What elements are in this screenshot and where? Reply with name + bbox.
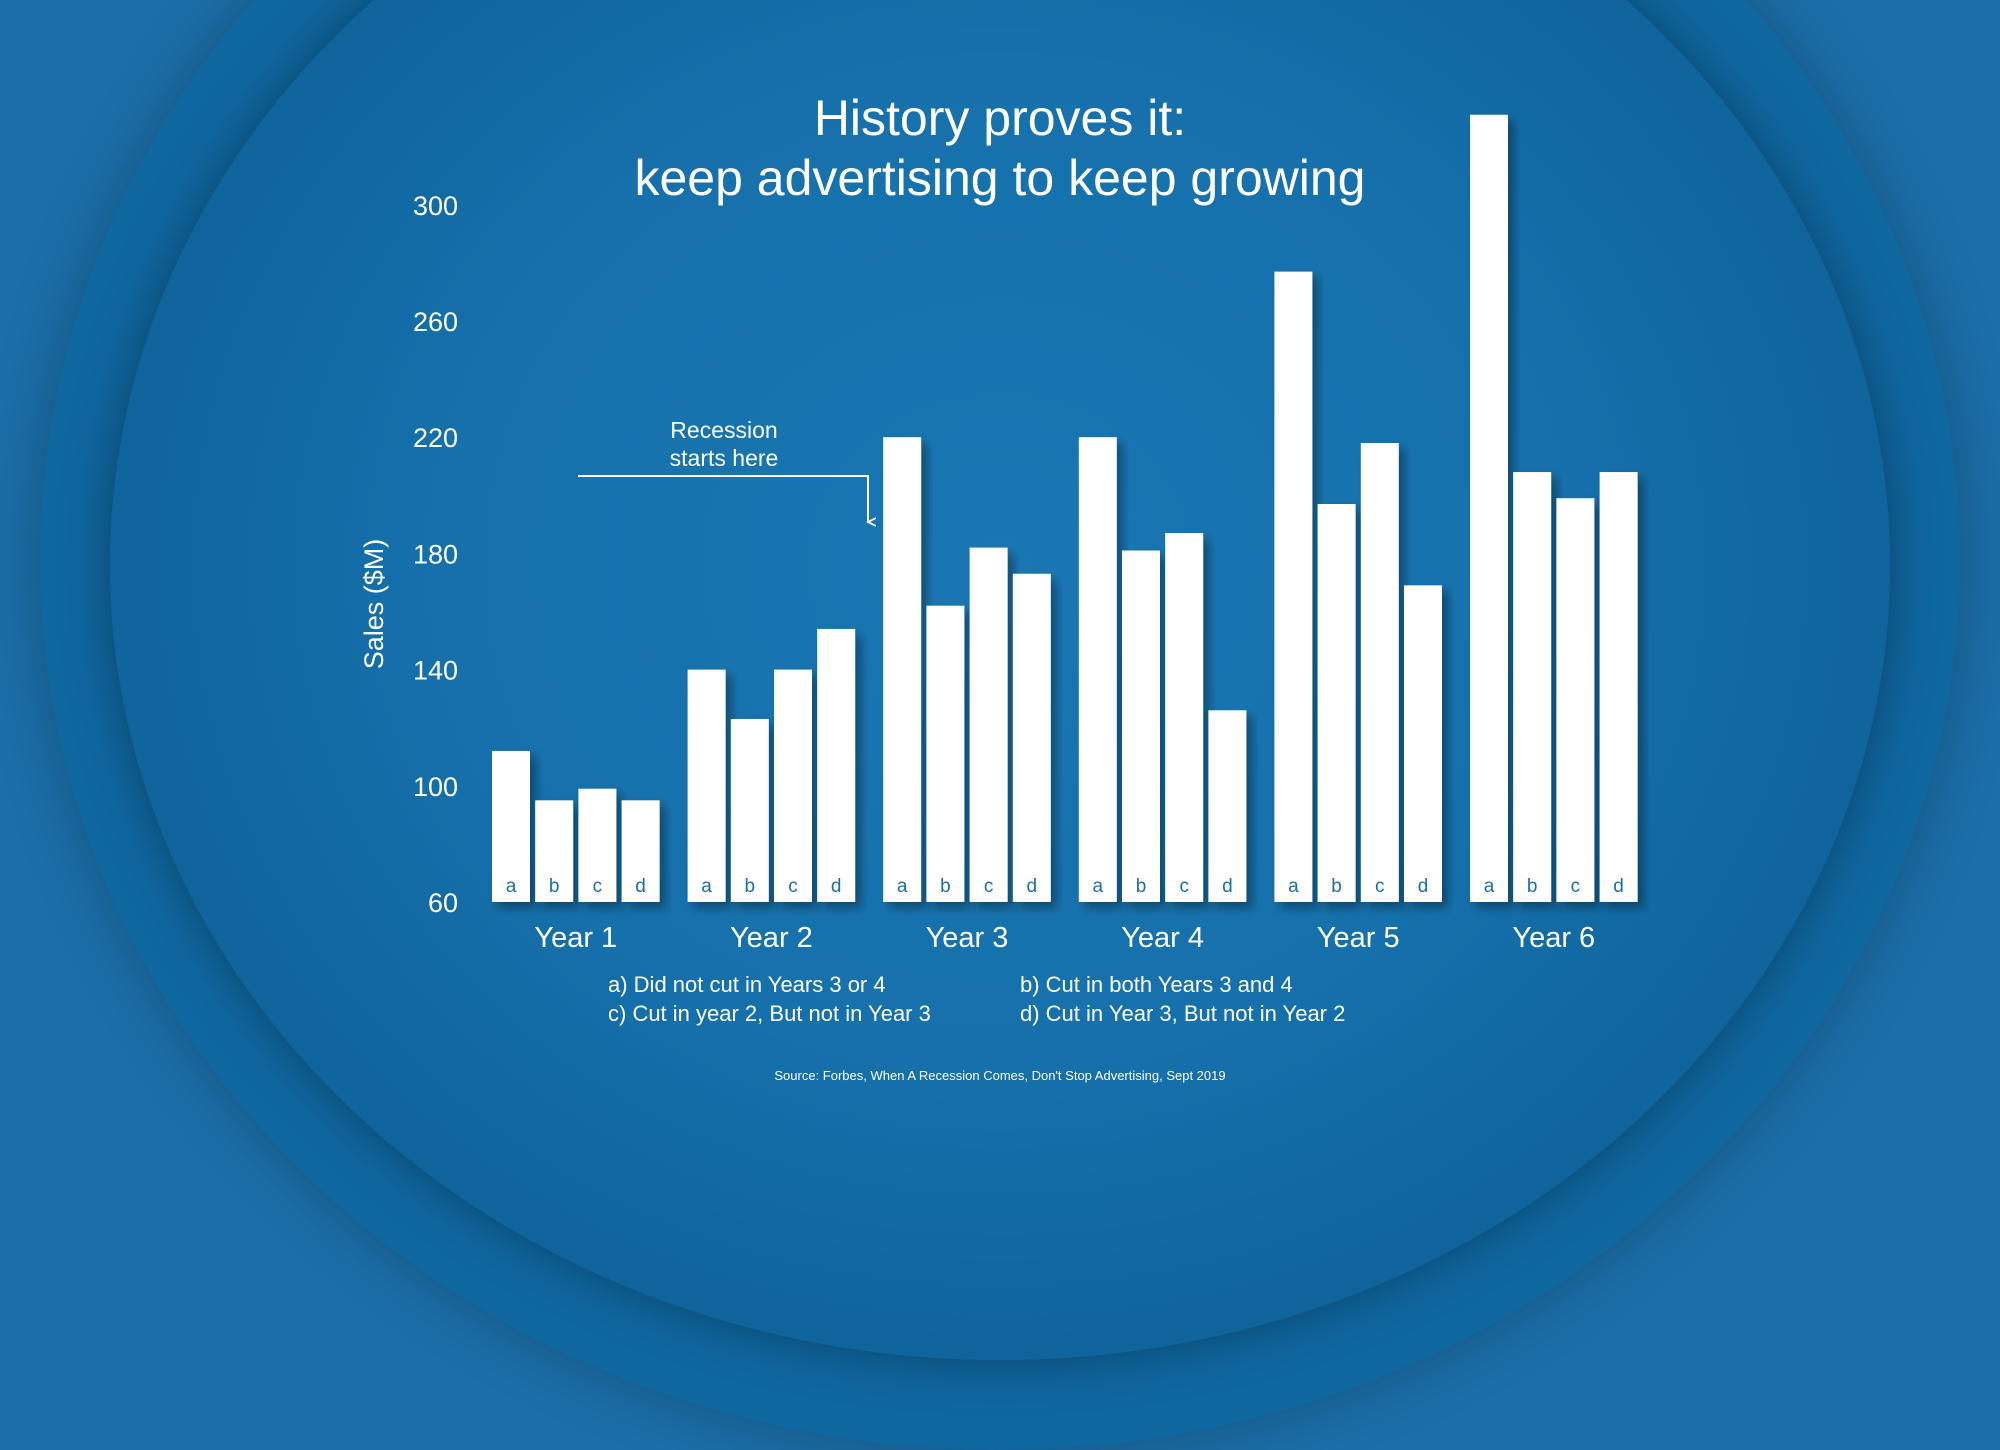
y-tick-label: 220 (413, 423, 458, 453)
bar-a (687, 669, 726, 902)
legend-item-a: a) Did not cut in Years 3 or 4 (608, 972, 886, 997)
chart-title-line-1: History proves it: (813, 90, 1187, 146)
x-tick-label: Year 1 (534, 922, 617, 954)
bar-letter-label: c (984, 876, 994, 897)
bar-letter-label: b (1136, 876, 1147, 897)
bar-a (1274, 271, 1313, 902)
bar-letter-label: d (1027, 876, 1038, 897)
bar-letter-label: a (1288, 876, 1299, 897)
bar-d (817, 628, 856, 902)
bar-letter-label: d (1418, 876, 1429, 897)
bar-a (883, 437, 922, 902)
bar-d (621, 800, 660, 902)
bar-b (535, 800, 574, 902)
bar-letter-label: d (1222, 876, 1233, 897)
bar-c (969, 547, 1008, 902)
y-tick-label: 100 (413, 772, 458, 802)
bar-letter-label: c (1375, 876, 1385, 897)
bar-letter-label: a (701, 876, 712, 897)
bar-b (1317, 504, 1356, 902)
bar-letter-label: d (635, 876, 646, 897)
bar-b (1513, 472, 1552, 902)
chart-title-line-2: keep advertising to keep growing (634, 150, 1366, 206)
x-tick-label: Year 5 (1317, 922, 1400, 954)
bar-letter-label: c (788, 876, 798, 897)
source-note: Source: Forbes, When A Recession Comes, … (774, 1068, 1226, 1083)
bar-letter-label: a (506, 876, 517, 897)
y-axis-label: Sales ($M) (359, 539, 389, 670)
legend-item-b: b) Cut in both Years 3 and 4 (1020, 972, 1293, 997)
bar-c (1556, 498, 1595, 902)
bar-a (492, 750, 530, 902)
bar-d (1208, 710, 1247, 902)
bar-letter-label: a (1093, 876, 1104, 897)
bar-letter-label: c (1571, 876, 1581, 897)
legend-left: a) Did not cut in Years 3 or 4 c) Cut in… (608, 970, 931, 1028)
bar-chart: 60 100 140 180 220 260 300 Sales ($M) a b c d a b c d… (359, 114, 1638, 954)
y-tick-label: 60 (428, 888, 458, 918)
bar-b (730, 718, 769, 902)
bar-letter-label: b (745, 876, 756, 897)
bar-c (774, 669, 812, 902)
bar-a (1470, 114, 1508, 903)
bar-letter-label: b (549, 876, 560, 897)
y-tick-label: 300 (413, 191, 458, 221)
y-tick-label: 180 (413, 539, 458, 569)
recession-arrow (578, 475, 868, 522)
legend-item-c: c) Cut in year 2, But not in Year 3 (608, 1001, 931, 1026)
recession-annotation: Recession starts here (578, 417, 868, 522)
bar-c (1360, 443, 1399, 902)
x-tick-label: Year 2 (730, 922, 813, 954)
y-axis-ticks: 60 100 140 180 220 260 300 (413, 191, 458, 918)
bar-letter-label: a (897, 876, 908, 897)
bar-letter-label: d (1613, 876, 1624, 897)
y-tick-label: 260 (413, 307, 458, 337)
x-tick-label: Year 4 (1121, 922, 1204, 954)
bar-letter-label: c (1179, 876, 1189, 897)
x-axis-labels: Year 1 Year 2 Year 3 Year 4 Year 5 Year 6 (534, 922, 1595, 954)
annotation-line-1: Recession (670, 417, 777, 443)
bar-b (1122, 550, 1160, 902)
x-tick-label: Year 6 (1512, 922, 1595, 954)
bar-letter-label: b (1331, 876, 1342, 897)
annotation-line-2: starts here (670, 445, 779, 471)
bar-d (1599, 472, 1638, 902)
bar-d (1012, 573, 1051, 902)
x-tick-label: Year 3 (926, 922, 1009, 954)
bar-d (1404, 585, 1442, 902)
y-tick-label: 140 (413, 656, 458, 686)
bar-a (1078, 437, 1117, 902)
bar-letter-label: c (593, 876, 603, 897)
bar-letter-label: d (831, 876, 842, 897)
bar-letter-label: b (1527, 876, 1538, 897)
bar-letter-label: a (1484, 876, 1495, 897)
bar-c (578, 788, 617, 902)
legend-item-d: d) Cut in Year 3, But not in Year 2 (1020, 1001, 1346, 1026)
bar-letter-label: b (940, 876, 951, 897)
legend-right: b) Cut in both Years 3 and 4 d) Cut in Y… (1020, 970, 1345, 1028)
bar-b (926, 605, 965, 902)
bar-c (1165, 533, 1204, 902)
